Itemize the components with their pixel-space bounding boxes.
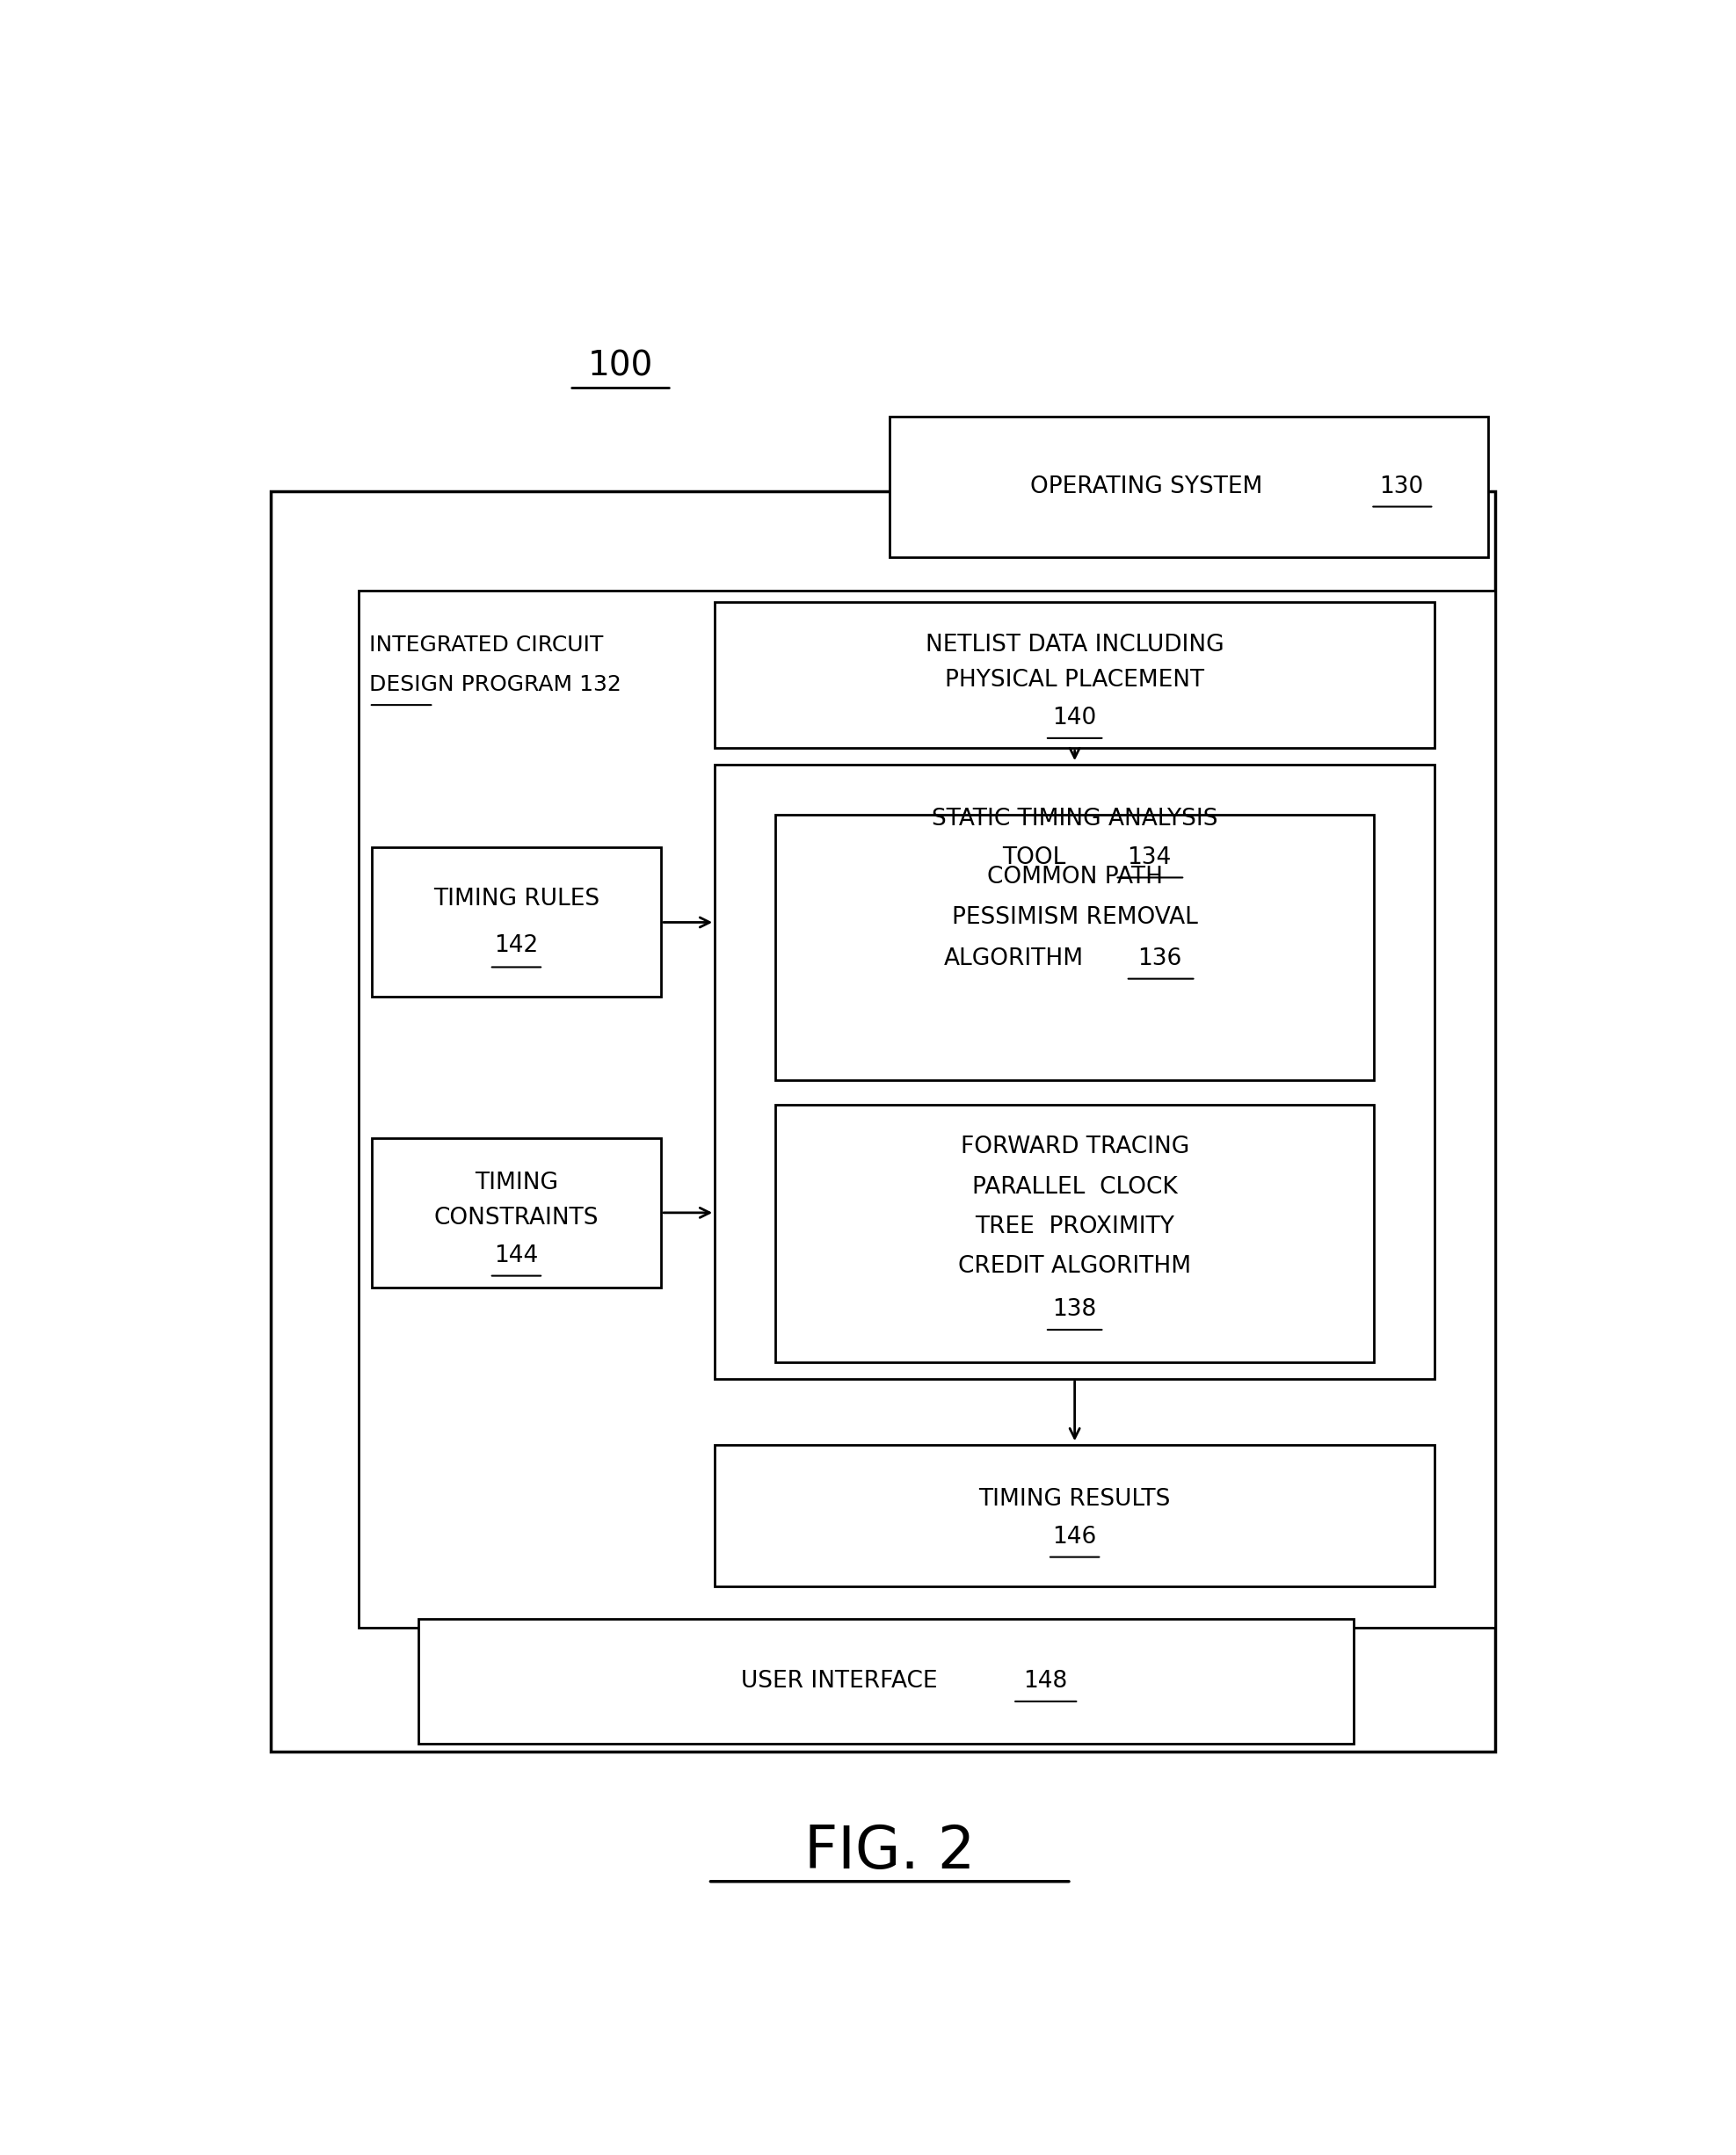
Text: 140: 140: [1052, 707, 1097, 731]
Text: 142: 142: [495, 933, 538, 957]
Text: 136: 136: [1137, 948, 1182, 970]
Text: TOOL: TOOL: [1002, 847, 1066, 868]
Text: TIMING RESULTS: TIMING RESULTS: [979, 1487, 1170, 1511]
Text: ALGORITHM: ALGORITHM: [944, 948, 1083, 970]
Bar: [776, 1106, 1375, 1362]
Bar: [271, 491, 1495, 1752]
Text: 130: 130: [1380, 476, 1424, 498]
Text: INTEGRATED CIRCUIT: INTEGRATED CIRCUIT: [370, 636, 602, 655]
Text: 138: 138: [1052, 1297, 1097, 1321]
Text: DESIGN PROGRAM 132: DESIGN PROGRAM 132: [370, 675, 621, 696]
Bar: [715, 601, 1434, 748]
Text: 144: 144: [495, 1243, 538, 1267]
Text: CREDIT ALGORITHM: CREDIT ALGORITHM: [958, 1254, 1191, 1278]
Bar: [715, 765, 1434, 1379]
Text: 148: 148: [1023, 1670, 1068, 1694]
Bar: [891, 416, 1488, 558]
Text: COMMON PATH: COMMON PATH: [986, 866, 1163, 890]
Text: FORWARD TRACING: FORWARD TRACING: [960, 1136, 1189, 1159]
Text: FIG. 2: FIG. 2: [804, 1823, 976, 1881]
Text: OPERATING SYSTEM: OPERATING SYSTEM: [1029, 476, 1262, 498]
Text: 134: 134: [1127, 847, 1170, 868]
Text: STATIC TIMING ANALYSIS: STATIC TIMING ANALYSIS: [932, 808, 1217, 832]
Text: TIMING: TIMING: [474, 1172, 557, 1194]
Text: NETLIST DATA INCLUDING: NETLIST DATA INCLUDING: [925, 634, 1224, 657]
Text: CONSTRAINTS: CONSTRAINTS: [434, 1207, 599, 1228]
Bar: [372, 1138, 661, 1287]
Text: PESSIMISM REMOVAL: PESSIMISM REMOVAL: [951, 905, 1198, 929]
Text: TREE  PROXIMITY: TREE PROXIMITY: [976, 1215, 1174, 1239]
Bar: [776, 815, 1375, 1080]
Text: PARALLEL  CLOCK: PARALLEL CLOCK: [972, 1177, 1177, 1198]
Text: TIMING RULES: TIMING RULES: [434, 888, 599, 912]
Bar: [372, 847, 661, 998]
Text: USER INTERFACE: USER INTERFACE: [741, 1670, 937, 1694]
Bar: [358, 590, 1495, 1627]
Bar: [418, 1618, 1354, 1743]
Text: PHYSICAL PLACEMENT: PHYSICAL PLACEMENT: [944, 668, 1205, 692]
Text: 146: 146: [1052, 1526, 1097, 1549]
Bar: [715, 1446, 1434, 1586]
Text: 100: 100: [589, 349, 653, 384]
